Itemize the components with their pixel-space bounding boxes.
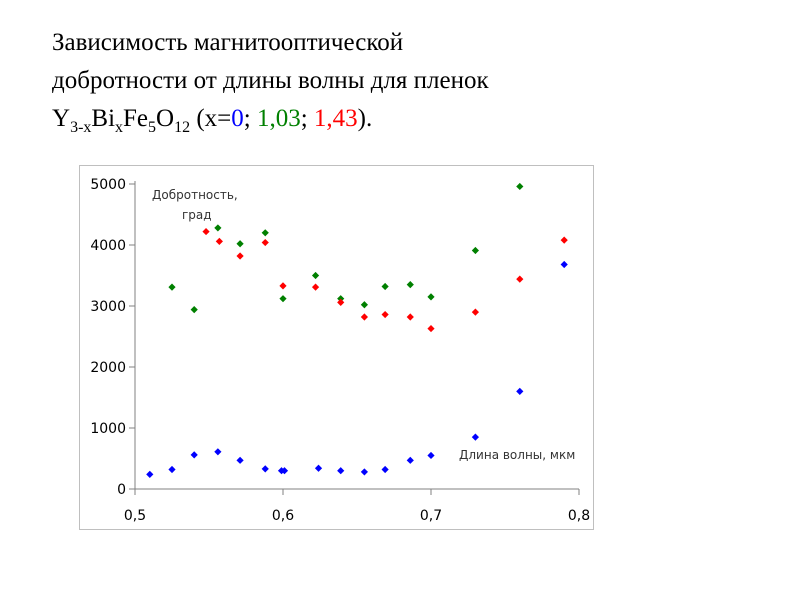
x-tick-label: 0,7	[420, 508, 442, 524]
data-point-series-3	[261, 238, 269, 247]
data-point-series-2	[516, 182, 524, 191]
x-tick-label: 0,8	[568, 508, 590, 524]
x-tick-label: 0,5	[124, 508, 146, 524]
formula-fe-sub: 5	[148, 119, 157, 136]
title-line-2: добротности от длины волны для пленок	[52, 67, 489, 94]
data-point-series-2	[168, 283, 176, 291]
formula-sep-2: ;	[300, 105, 314, 132]
data-point-series-3	[279, 282, 287, 290]
data-point-series-3	[360, 313, 368, 321]
data-point-series-3	[215, 237, 223, 245]
formula-fe: Fe	[123, 105, 149, 132]
y-tick-label: 3000	[90, 299, 126, 315]
data-point-series-3	[337, 298, 345, 306]
formula-bi-sub: x	[115, 119, 124, 136]
data-point-series-1	[360, 468, 368, 476]
y-tick-label: 1000	[90, 421, 126, 437]
data-point-series-3	[406, 313, 414, 321]
scatter-chart: 0 1000 2000 3000 4000 5000 0,5 0,6 0,7 0,8 Доброт…	[79, 165, 594, 530]
formula-o-sub: 12	[174, 119, 191, 136]
formula-y-sub: 3-x	[70, 119, 92, 136]
data-point-series-3	[471, 308, 479, 316]
chart-frame	[79, 165, 594, 530]
data-point-series-2	[279, 295, 287, 303]
data-point-series-1	[146, 470, 154, 478]
formula-close: ).	[357, 105, 373, 132]
data-point-series-2	[311, 271, 320, 280]
y-axis-label-line-1: Добротность,	[152, 188, 238, 202]
formula-y: Y	[52, 105, 71, 132]
formula-o: O	[156, 105, 175, 132]
data-point-series-3	[427, 324, 435, 333]
formula-open: (x=	[190, 105, 232, 132]
y-tick-label: 0	[117, 482, 126, 498]
y-tick-label: 4000	[90, 238, 126, 254]
slide-title: Зависимость магнитооптической добротност…	[52, 24, 772, 138]
title-formula: Y3-xBixFe5O12 (x=0; 1,03; 1,43).	[52, 100, 772, 138]
chart-axes	[134, 181, 579, 490]
formula-bi: Bi	[91, 105, 116, 132]
chart-ticks: 0 1000 2000 3000 4000 5000 0,5 0,6 0,7 0,8	[90, 177, 590, 524]
title-line-1: Зависимость магнитооптической	[52, 29, 404, 56]
data-point-series-2	[406, 281, 414, 289]
chart-container: 0 1000 2000 3000 4000 5000 0,5 0,6 0,7 0,8 Доброт…	[79, 165, 594, 530]
y-tick-label: 5000	[90, 177, 126, 193]
data-point-series-1	[337, 467, 345, 475]
data-point-series-2	[360, 301, 368, 309]
data-point-series-1	[406, 456, 414, 464]
formula-value-0: 0	[231, 105, 244, 132]
formula-value-2: 1,43	[313, 105, 358, 132]
data-point-series-2	[236, 240, 244, 248]
x-axis-label: Длина волны, мкм	[459, 448, 575, 462]
data-point-series-2	[471, 246, 479, 255]
data-point-series-2	[337, 295, 345, 303]
formula-value-1: 1,03	[256, 105, 301, 132]
data-point-series-1	[236, 456, 244, 464]
data-point-series-3	[236, 252, 244, 260]
y-axis-label-line-2: град	[182, 208, 212, 222]
data-point-series-1	[168, 465, 176, 474]
data-point-series-3	[202, 227, 210, 236]
data-point-series-1	[214, 448, 222, 456]
data-point-series-1	[427, 451, 435, 460]
data-point-series-1	[261, 465, 269, 473]
data-point-series-1	[471, 433, 479, 441]
formula-sep-1: ;	[243, 105, 257, 132]
y-tick-label: 2000	[90, 360, 126, 376]
data-point-series-3	[560, 236, 568, 244]
data-point-series-1	[190, 451, 198, 459]
data-point-series-2	[261, 229, 269, 237]
data-point-series-1	[381, 465, 389, 474]
x-tick-label: 0,6	[272, 508, 294, 524]
